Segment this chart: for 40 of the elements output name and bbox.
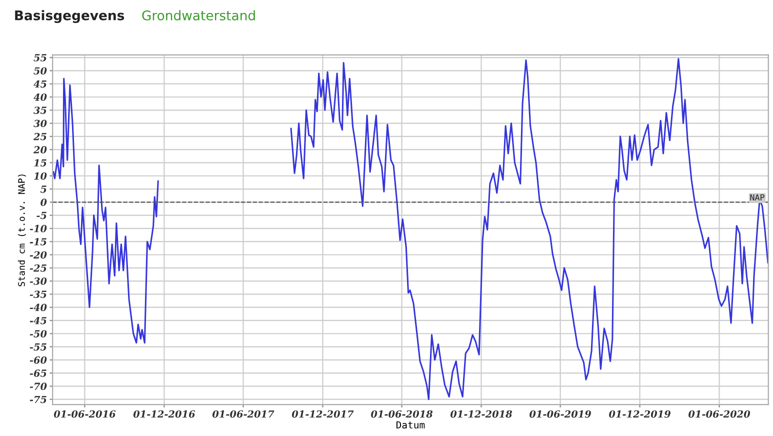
x-tick-label: 01-06-2018 bbox=[371, 410, 433, 418]
y-tick-label: -70 bbox=[30, 382, 47, 390]
x-tick-label: 01-06-2016 bbox=[54, 410, 116, 418]
y-tick-label: 30 bbox=[34, 120, 47, 128]
x-tick-label: 01-12-2019 bbox=[609, 410, 670, 418]
y-tick-label: 20 bbox=[33, 146, 47, 154]
y-tick-label: 55 bbox=[34, 54, 46, 62]
y-tick-label: -40 bbox=[30, 304, 47, 312]
y-tick-label: 45 bbox=[34, 80, 46, 88]
y-tick-label: 15 bbox=[34, 159, 46, 167]
y-tick-label: -75 bbox=[30, 396, 46, 404]
text: Basisgegevens bbox=[15, 10, 124, 24]
y-tick-label: -65 bbox=[30, 370, 46, 377]
x-axis-title: Datum bbox=[396, 421, 425, 429]
y-tick-label: -15 bbox=[30, 238, 46, 246]
y-axis-title: Stand cm (t.o.v. NAP) bbox=[18, 174, 26, 286]
y-tick-label: -20 bbox=[30, 251, 47, 259]
text: Grondwaterstand bbox=[142, 10, 255, 20]
y-tick-label: -55 bbox=[30, 343, 46, 351]
y-tick-label: -60 bbox=[30, 356, 47, 364]
y-tick-label: -30 bbox=[30, 278, 47, 285]
x-tick-label: 01-06-2017 bbox=[212, 410, 274, 418]
y-tick-label: -45 bbox=[30, 316, 46, 324]
y-tick-label: 35 bbox=[34, 106, 46, 114]
y-tick-label: 5 bbox=[40, 186, 46, 193]
x-tick-label: 01-12-2017 bbox=[292, 410, 354, 418]
y-tick-label: 40 bbox=[34, 93, 47, 101]
y-tick-label: -35 bbox=[30, 290, 46, 298]
x-tick-label: 01-06-2019 bbox=[530, 410, 591, 418]
x-tick-label: 01-12-2016 bbox=[133, 410, 196, 418]
y-tick-label: 25 bbox=[33, 132, 46, 140]
y-tick-label: 10 bbox=[34, 172, 47, 180]
y-tick-label: 0 bbox=[40, 198, 47, 206]
x-tick-label: 01-12-2018 bbox=[450, 410, 512, 418]
y-tick-label: -10 bbox=[30, 224, 47, 232]
y-tick-label: -5 bbox=[36, 212, 46, 220]
x-tick-label: 01-06-2020 bbox=[688, 410, 750, 418]
y-tick-label: -50 bbox=[30, 330, 47, 338]
y-tick-label: 50 bbox=[34, 67, 47, 75]
y-tick-label: -25 bbox=[30, 264, 46, 272]
